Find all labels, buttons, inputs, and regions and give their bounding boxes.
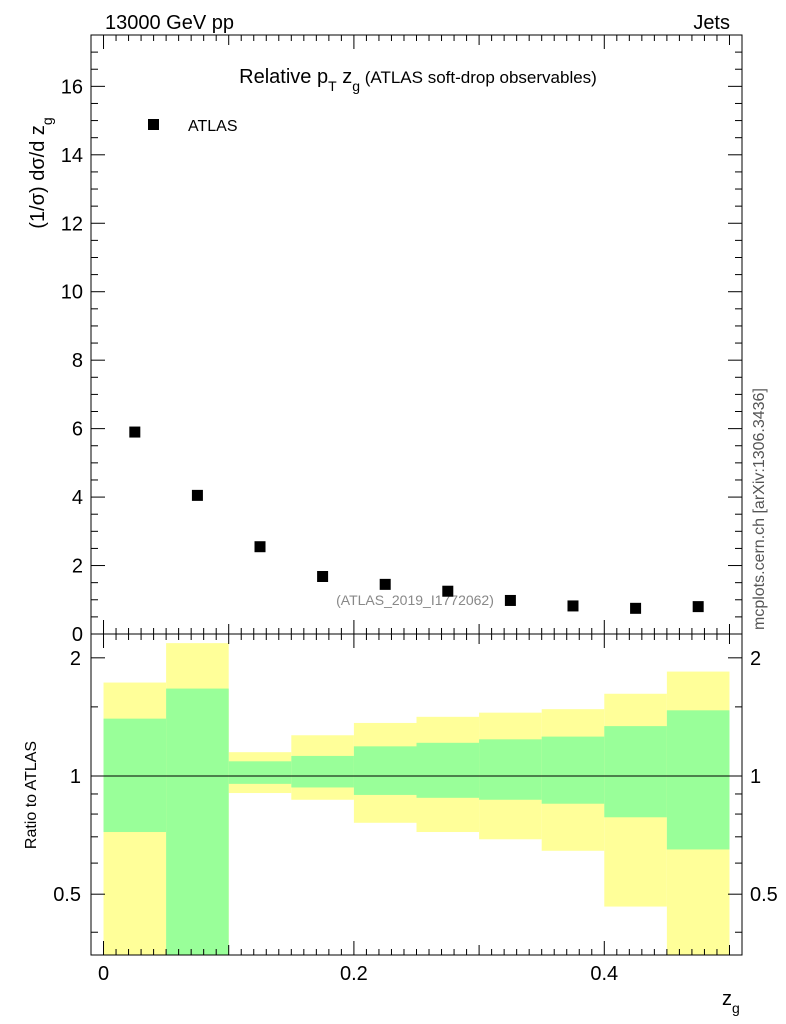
xtick-label: 0.4 <box>590 963 618 985</box>
ratio-bands <box>103 643 730 955</box>
data-point <box>129 426 141 438</box>
ratio-ylabel: Ratio to ATLAS <box>23 741 40 849</box>
legend-label: ATLAS <box>188 118 238 135</box>
ratio-inner-band <box>353 746 417 795</box>
ratio-inner-band <box>479 739 542 800</box>
main-ylabel-sub: g <box>39 117 55 125</box>
ratio-frame <box>90 633 743 956</box>
ratio-ytick-label-right: 0.5 <box>750 884 778 906</box>
main-ylabel: (1/σ) dσ/d zg <box>27 117 55 228</box>
side-label: mcplots.cern.ch [arXiv:1306.3436] <box>751 388 768 630</box>
main-ytick-label: 12 <box>61 213 83 235</box>
data-point <box>379 578 391 590</box>
main-title: Relative pT zg (ATLAS soft-drop observab… <box>239 66 597 94</box>
ratio-ticks: 0.5 0.51 12 20 0.2 0.4 <box>53 35 778 985</box>
ratio-ytick-label: 0.5 <box>53 884 81 906</box>
main-ytick-label: 4 <box>72 487 83 509</box>
main-panel: Relative pT zg (ATLAS soft-drop observab… <box>27 34 743 646</box>
main-y-ticks: 0 2 4 6 8 10 12 14 16 <box>61 51 742 646</box>
ratio-ytick-label-right: 2 <box>750 648 761 670</box>
main-ytick-label: 0 <box>72 624 83 646</box>
ratio-inner-band <box>291 755 354 788</box>
xtick-label: 0 <box>98 963 109 985</box>
main-ytick-label: 16 <box>61 76 83 98</box>
category-label: Jets <box>693 12 730 34</box>
data-point <box>442 585 454 597</box>
main-ytick-label: 10 <box>61 282 83 304</box>
ratio-inner-band <box>416 742 480 798</box>
ratio-xlabel-text: z <box>722 988 732 1010</box>
ratio-inner-band <box>103 718 167 833</box>
title-main: Relative p <box>239 66 328 88</box>
data-point <box>567 600 579 612</box>
main-ytick-label: 14 <box>61 145 83 167</box>
svg-text:(1/σ) dσ/d zg: (1/σ) dσ/d zg <box>27 117 55 228</box>
ratio-ytick-label-right: 1 <box>750 766 761 788</box>
main-ytick-label: 6 <box>72 419 83 441</box>
title-sub-t: T <box>328 78 337 94</box>
ratio-inner-band <box>228 761 292 784</box>
ratio-inner-band <box>666 710 730 850</box>
data-point <box>504 594 516 606</box>
ratio-xlabel-sub: g <box>732 1000 740 1016</box>
data-point <box>630 602 642 614</box>
title-suffix: (ATLAS soft-drop observables) <box>360 68 597 87</box>
ratio-ytick-label: 1 <box>70 766 81 788</box>
ratio-xlabel: zg <box>722 988 740 1016</box>
main-ylabel-text: (1/σ) dσ/d z <box>27 125 49 229</box>
xtick-label: 0.2 <box>340 963 368 985</box>
data-point <box>317 570 329 582</box>
title-z: z <box>337 66 353 88</box>
legend-marker <box>148 119 159 130</box>
title-sub-g: g <box>352 78 360 94</box>
analysis-label: (ATLAS_2019_I1772062) <box>336 592 494 608</box>
data-point <box>191 489 203 501</box>
ratio-inner-band <box>166 688 229 955</box>
ratio-inner-band <box>541 736 605 804</box>
ratio-inner-band <box>604 726 667 818</box>
data-point <box>692 601 704 613</box>
main-ytick-label: 2 <box>72 556 83 578</box>
ratio-ytick-label: 2 <box>70 648 81 670</box>
ratio-panel: 0.5 0.51 12 20 0.2 0.4 Ratio to ATLAS zg <box>23 35 778 1016</box>
data-point <box>254 541 266 553</box>
main-data-points <box>129 426 704 614</box>
energy-label: 13000 GeV pp <box>105 12 234 34</box>
main-ytick-label: 8 <box>72 350 83 372</box>
